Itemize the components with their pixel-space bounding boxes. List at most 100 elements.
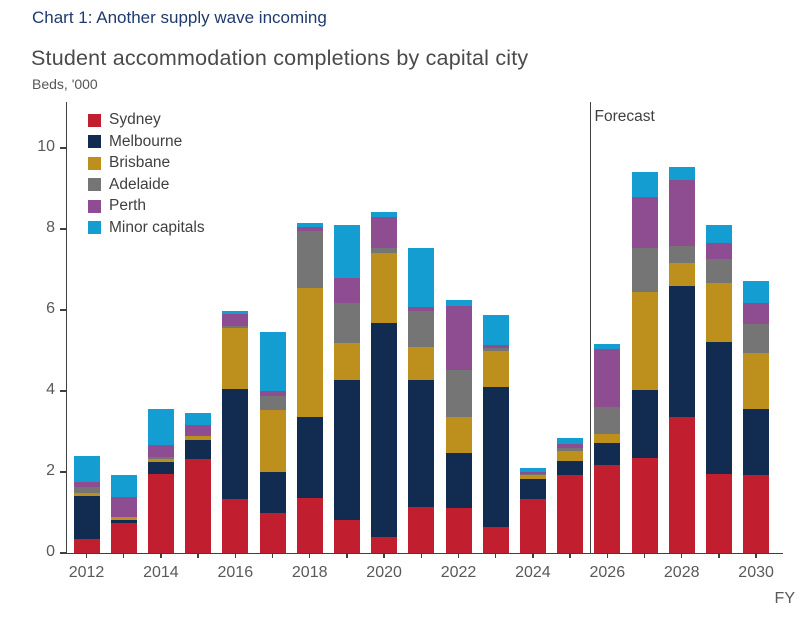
bar-segment-brisbane (333, 342, 360, 381)
bar-2024 (519, 467, 546, 553)
bar-segment-sydney (408, 507, 435, 553)
x-tick (494, 553, 497, 558)
bar-segment-sydney (185, 458, 212, 553)
legend-label: Adelaide (109, 175, 170, 193)
bar-segment-adelaide (296, 230, 323, 288)
bar-2018 (296, 222, 323, 553)
bar-segment-melbourne (743, 409, 770, 476)
bar-segment-melbourne (445, 452, 472, 509)
bar-segment-perth (185, 425, 212, 436)
x-tick-label: 2024 (515, 564, 551, 581)
legend-item-perth: Perth (88, 197, 205, 215)
x-axis-unit-label: FY (774, 590, 795, 607)
x-tick (569, 553, 571, 558)
bar-2025 (557, 437, 584, 553)
bar-segment-sydney (147, 474, 174, 553)
forecast-divider-line (589, 102, 591, 553)
bar-2027 (631, 171, 658, 553)
bar-segment-brisbane (594, 433, 621, 443)
bar-segment-perth (259, 390, 286, 396)
bar-segment-brisbane (445, 416, 472, 453)
bar-segment-adelaide (73, 487, 100, 494)
bar-segment-perth (594, 348, 621, 407)
x-tick (643, 553, 646, 558)
bar-segment-minor-capitals (371, 211, 398, 217)
bar-segment-brisbane (296, 287, 323, 417)
bar-segment-sydney (743, 475, 770, 553)
bar-segment-melbourne (668, 285, 695, 417)
bar-segment-brisbane (631, 292, 658, 391)
bar-segment-adelaide (185, 435, 212, 437)
bar-segment-sydney (296, 498, 323, 553)
forecast-label: Forecast (594, 108, 655, 125)
bar-2019 (333, 225, 360, 553)
bar-segment-minor-capitals (185, 412, 212, 426)
bar-segment-melbourne (259, 472, 286, 513)
x-tick-label: 2016 (217, 564, 254, 581)
bar-segment-melbourne (482, 386, 509, 528)
bar-segment-perth (73, 482, 100, 488)
bar-segment-melbourne (185, 440, 212, 459)
bar-segment-perth (482, 344, 509, 348)
x-tick-label: 2026 (589, 564, 626, 581)
bar-segment-sydney (259, 512, 286, 553)
bar-segment-brisbane (222, 328, 249, 390)
bar-segment-adelaide (482, 347, 509, 351)
bar-segment-sydney (519, 499, 546, 553)
legend-swatch-icon (88, 113, 101, 127)
x-tick (383, 553, 385, 558)
bar-segment-minor-capitals (73, 456, 100, 483)
y-tick (60, 309, 67, 311)
bar-segment-melbourne (333, 380, 360, 521)
x-tick-label: 2012 (68, 564, 105, 581)
legend-swatch-icon (88, 135, 101, 148)
bar-segment-melbourne (705, 342, 732, 475)
bar-segment-melbourne (631, 390, 658, 459)
bar-segment-adelaide (743, 323, 770, 353)
bar-segment-adelaide (147, 457, 174, 459)
legend: Sydney Melbourne Brisbane Adelaide Perth Mino… (88, 111, 205, 237)
bar-segment-perth (557, 443, 584, 448)
x-tick-label: 2028 (663, 564, 700, 581)
bar-2021 (408, 247, 435, 553)
legend-label: Minor capitals (109, 218, 205, 236)
bar-segment-perth (743, 302, 770, 324)
bar-segment-perth (668, 180, 695, 246)
legend-item-minor-capitals: Minor capitals (88, 219, 205, 237)
bar-segment-brisbane (557, 450, 584, 462)
y-tick-label: 6 (46, 300, 55, 317)
bar-segment-melbourne (110, 519, 137, 524)
bar-segment-minor-capitals (482, 314, 509, 345)
bar-2020 (371, 211, 398, 553)
bar-segment-adelaide (631, 248, 658, 293)
legend-item-melbourne: Melbourne (88, 133, 205, 151)
x-tick (457, 553, 460, 558)
y-tick-label: 8 (46, 219, 55, 236)
bar-segment-minor-capitals (333, 225, 360, 278)
bar-segment-melbourne (73, 496, 100, 539)
bar-segment-brisbane (705, 282, 732, 343)
y-tick-label: 10 (37, 138, 55, 155)
bar-segment-melbourne (371, 322, 398, 538)
bar-segment-adelaide (259, 395, 286, 411)
bar-segment-adelaide (668, 245, 695, 263)
bar-2023 (482, 314, 509, 553)
bar-2015 (185, 412, 212, 553)
bar-segment-sydney (668, 416, 695, 553)
legend-label: Perth (109, 197, 147, 214)
bar-segment-brisbane (110, 516, 137, 520)
bar-segment-minor-capitals (296, 222, 323, 227)
chart-title: Student accommodation completions by cap… (31, 46, 529, 70)
bar-segment-perth (296, 226, 323, 231)
x-tick-label: 2022 (440, 564, 477, 581)
legend-label: Melbourne (109, 132, 183, 150)
bar-segment-perth (110, 497, 137, 517)
bar-segment-minor-capitals (631, 171, 658, 198)
bar-segment-perth (408, 306, 435, 311)
x-tick (532, 553, 534, 558)
bar-2026 (594, 344, 621, 553)
bar-segment-melbourne (296, 416, 323, 499)
bar-segment-adelaide (408, 310, 435, 347)
legend-item-sydney: Sydney (88, 111, 205, 129)
bar-segment-adelaide (557, 447, 584, 451)
